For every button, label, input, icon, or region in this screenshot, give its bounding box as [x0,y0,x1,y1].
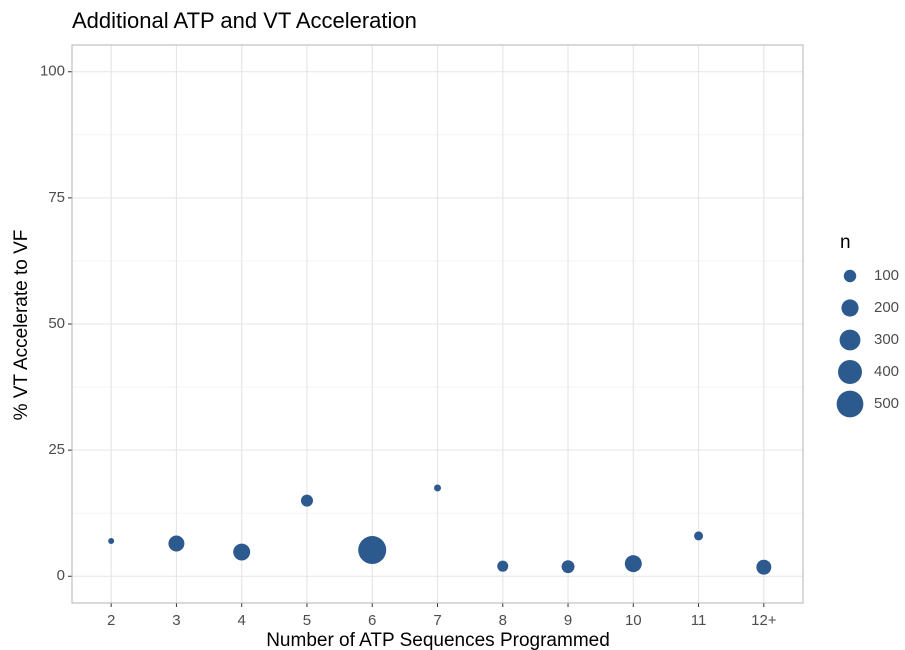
legend-bubble [836,390,864,418]
legend-label: 400 [874,363,899,380]
x-tick-label: 5 [303,612,311,629]
legend-bubble [839,329,861,351]
legend-bubble [838,360,862,384]
x-tick-label: 6 [368,612,376,629]
x-tick-label: 10 [625,612,642,629]
bubble [756,559,772,575]
bubble [561,560,575,574]
bubble [300,494,313,507]
bubble [358,536,387,565]
x-tick-label: 7 [433,612,441,629]
chart-title: Additional ATP and VT Acceleration [72,8,417,33]
legend-title: n [840,232,851,253]
bubble [233,543,251,561]
bubble [108,537,115,544]
y-axis-title: % VT Accelerate to VF [11,230,32,421]
x-tick-label: 3 [172,612,180,629]
bubble [624,555,642,573]
y-tick-label: 0 [57,567,65,584]
legend-label: 100 [874,267,899,284]
bubble [434,484,441,492]
x-tick-label: 2 [107,612,115,629]
panel-border [71,44,804,604]
legend-label: 200 [874,299,899,316]
y-tick-label: 75 [48,189,65,206]
legend-bubble [843,269,857,283]
y-tick-label: 50 [48,315,65,332]
y-tick-label: 100 [40,63,65,80]
legend-label: 500 [874,395,899,412]
x-tick-label: 11 [691,612,707,629]
x-tick-label: 12+ [751,612,777,629]
x-axis-title: Number of ATP Sequences Programmed [266,630,610,650]
x-tick-label: 9 [564,612,572,629]
bubble [497,560,509,572]
x-tick-label: 8 [499,612,507,629]
legend-label: 300 [874,331,899,348]
x-tick-label: 4 [238,612,246,629]
bubble [694,531,704,541]
legend-bubble [841,299,859,317]
y-tick-label: 25 [48,441,65,458]
bubble [168,535,185,552]
